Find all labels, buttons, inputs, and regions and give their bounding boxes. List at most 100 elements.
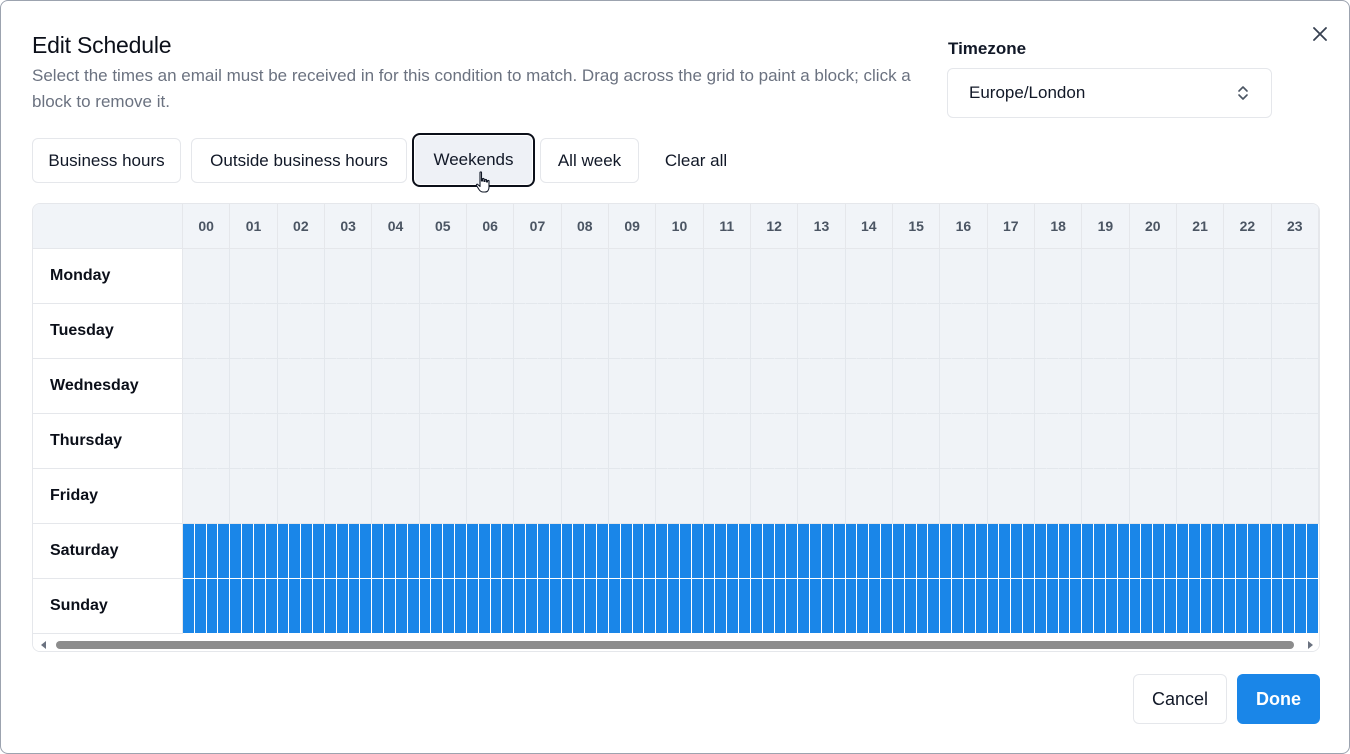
schedule-cell[interactable] <box>407 249 420 304</box>
schedule-cell[interactable] <box>206 414 219 469</box>
schedule-cell[interactable] <box>395 469 408 524</box>
schedule-cell[interactable] <box>301 304 314 359</box>
schedule-cell[interactable] <box>987 359 1000 414</box>
schedule-cell[interactable] <box>928 524 941 579</box>
schedule-cell[interactable] <box>869 524 882 579</box>
schedule-cell[interactable] <box>478 249 491 304</box>
schedule-cell[interactable] <box>620 469 633 524</box>
schedule-cell[interactable] <box>1295 359 1308 414</box>
schedule-cell[interactable] <box>1082 414 1095 469</box>
schedule-cell[interactable] <box>904 579 917 634</box>
schedule-cell[interactable] <box>395 414 408 469</box>
schedule-cell[interactable] <box>1046 359 1059 414</box>
schedule-cell[interactable] <box>1117 469 1130 524</box>
schedule-cell[interactable] <box>597 579 609 634</box>
schedule-cell[interactable] <box>194 524 207 579</box>
schedule-cell[interactable] <box>1295 249 1308 304</box>
schedule-cell[interactable] <box>608 524 621 579</box>
schedule-cell[interactable] <box>514 304 527 359</box>
schedule-cell[interactable] <box>715 524 728 579</box>
schedule-cell[interactable] <box>798 359 811 414</box>
schedule-cell[interactable] <box>242 469 254 524</box>
schedule-cell[interactable] <box>892 524 905 579</box>
schedule-cell[interactable] <box>1082 304 1095 359</box>
schedule-cell[interactable] <box>608 249 621 304</box>
schedule-cell[interactable] <box>301 249 314 304</box>
schedule-cell[interactable] <box>975 304 988 359</box>
schedule-cell[interactable] <box>1011 524 1024 579</box>
schedule-cell[interactable] <box>324 414 337 469</box>
schedule-cell[interactable] <box>892 579 905 634</box>
schedule-cell[interactable] <box>1070 414 1083 469</box>
schedule-cell[interactable] <box>1271 304 1284 359</box>
schedule-cell[interactable] <box>549 469 562 524</box>
schedule-cell[interactable] <box>1094 304 1106 359</box>
schedule-cell[interactable] <box>608 469 621 524</box>
schedule-cell[interactable] <box>1247 249 1260 304</box>
schedule-cell[interactable] <box>301 359 314 414</box>
schedule-cell[interactable] <box>1295 469 1308 524</box>
schedule-cell[interactable] <box>466 579 479 634</box>
schedule-cell[interactable] <box>360 469 373 524</box>
schedule-cell[interactable] <box>1200 524 1213 579</box>
schedule-cell[interactable] <box>821 304 834 359</box>
schedule-cell[interactable] <box>916 414 929 469</box>
schedule-cell[interactable] <box>632 304 645 359</box>
schedule-cell[interactable] <box>833 524 846 579</box>
schedule-cell[interactable] <box>739 359 751 414</box>
schedule-cell[interactable] <box>1070 249 1083 304</box>
schedule-cell[interactable] <box>1153 579 1166 634</box>
schedule-cell[interactable] <box>597 469 609 524</box>
schedule-cell[interactable] <box>585 579 598 634</box>
schedule-cell[interactable] <box>336 579 349 634</box>
schedule-cell[interactable] <box>1011 414 1024 469</box>
schedule-cell[interactable] <box>786 524 799 579</box>
schedule-cell[interactable] <box>502 414 515 469</box>
schedule-cell[interactable] <box>786 469 799 524</box>
schedule-cell[interactable] <box>703 469 716 524</box>
schedule-cell[interactable] <box>360 249 373 304</box>
schedule-cell[interactable] <box>727 249 740 304</box>
schedule-cell[interactable] <box>715 414 728 469</box>
schedule-cell[interactable] <box>644 249 657 304</box>
schedule-cell[interactable] <box>1034 524 1047 579</box>
schedule-cell[interactable] <box>597 359 609 414</box>
schedule-cell[interactable] <box>727 359 740 414</box>
schedule-cell[interactable] <box>869 359 882 414</box>
schedule-cell[interactable] <box>727 524 740 579</box>
schedule-cell[interactable] <box>892 414 905 469</box>
schedule-cell[interactable] <box>1153 249 1166 304</box>
schedule-cell[interactable] <box>466 469 479 524</box>
schedule-cell[interactable] <box>1105 469 1118 524</box>
schedule-cell[interactable] <box>963 304 976 359</box>
schedule-cell[interactable] <box>265 579 278 634</box>
schedule-cell[interactable] <box>1283 414 1296 469</box>
schedule-cell[interactable] <box>514 524 527 579</box>
schedule-cell[interactable] <box>727 579 740 634</box>
schedule-cell[interactable] <box>916 249 929 304</box>
schedule-cell[interactable] <box>810 359 822 414</box>
schedule-cell[interactable] <box>1165 249 1177 304</box>
schedule-cell[interactable] <box>904 469 917 524</box>
schedule-cell[interactable] <box>431 304 444 359</box>
schedule-cell[interactable] <box>999 579 1012 634</box>
schedule-cell[interactable] <box>1176 524 1189 579</box>
schedule-cell[interactable] <box>395 304 408 359</box>
schedule-cell[interactable] <box>597 414 609 469</box>
schedule-cell[interactable] <box>372 469 385 524</box>
schedule-cell[interactable] <box>975 579 988 634</box>
schedule-cell[interactable] <box>821 579 834 634</box>
schedule-cell[interactable] <box>999 414 1012 469</box>
schedule-cell[interactable] <box>1023 414 1035 469</box>
schedule-cell[interactable] <box>1023 249 1035 304</box>
schedule-cell[interactable] <box>1046 304 1059 359</box>
schedule-cell[interactable] <box>1129 304 1142 359</box>
schedule-cell[interactable] <box>1259 579 1272 634</box>
schedule-cell[interactable] <box>253 304 266 359</box>
schedule-cell[interactable] <box>881 524 893 579</box>
schedule-cell[interactable] <box>774 524 787 579</box>
schedule-cell[interactable] <box>372 579 385 634</box>
schedule-cell[interactable] <box>585 524 598 579</box>
schedule-cell[interactable] <box>656 414 669 469</box>
schedule-cell[interactable] <box>490 524 503 579</box>
